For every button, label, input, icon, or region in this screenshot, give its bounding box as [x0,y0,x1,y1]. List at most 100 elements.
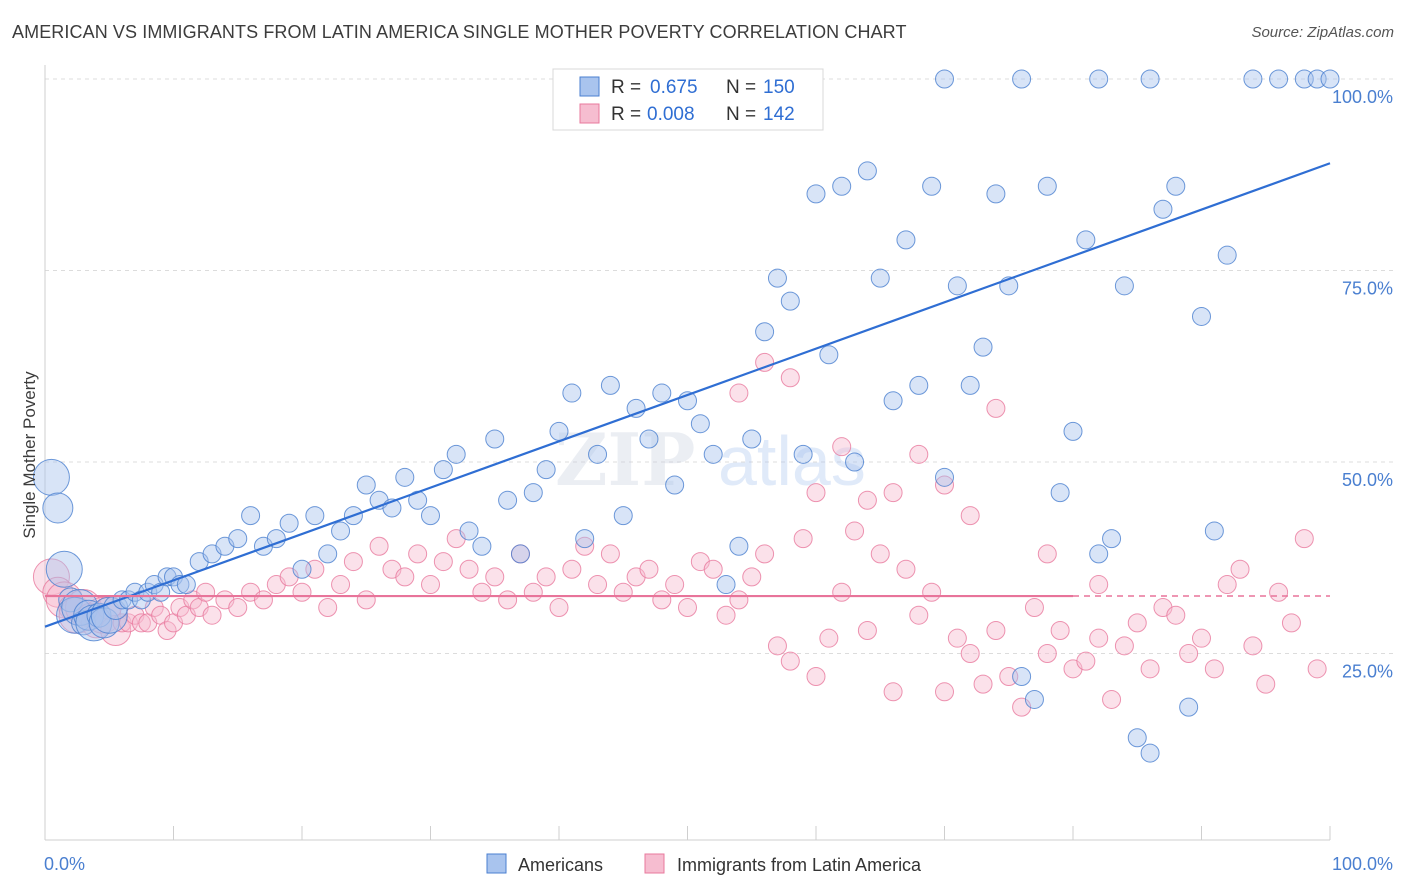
americans-point [973,337,993,357]
americans-point [986,184,1006,204]
americans-point [600,375,620,395]
americans-point [652,383,672,403]
immigrants-point [253,590,273,610]
americans-point [1243,69,1263,89]
immigrants-point [845,521,865,541]
americans-point [510,544,530,564]
americans-point [331,521,351,541]
immigrants-point [947,628,967,648]
americans-point [1037,176,1057,196]
immigrants-point [472,582,492,602]
immigrants-point [1037,644,1057,663]
watermark-atlas: atlas [718,422,866,500]
immigrants-point [1127,613,1147,633]
immigrants-point [883,483,903,503]
bottom-legend: Americans Immigrants from Latin America [486,853,922,875]
immigrants-point [973,674,993,694]
americans-point [446,444,466,464]
americans-point [613,506,633,526]
immigrants-point [857,621,877,641]
americans-point [883,391,903,411]
immigrants-point [196,582,216,602]
immigrants-point [485,567,505,587]
americans-point [1140,69,1160,89]
legend-swatch-americans [579,76,600,97]
americans-point [960,375,980,395]
americans-point [71,610,97,636]
immigrants-point [960,644,980,663]
americans-point [1050,483,1070,503]
immigrants-point [832,582,852,602]
immigrants-point [1230,559,1250,579]
x-ticks [44,826,1331,840]
legend-r-value-1: 0.675 [650,77,698,98]
americans-point [523,483,543,503]
americans-point [767,268,787,288]
americans-point [588,444,608,464]
immigrants-point [32,558,70,596]
immigrants-point [131,613,151,633]
legend-r-label-1: R = [611,77,641,98]
immigrants-point [909,605,929,625]
immigrants-point [202,605,222,625]
immigrants-point [922,582,942,602]
y-tick-label: 50.0% [1342,470,1393,490]
americans-point [1166,176,1186,196]
legend-r-label-2: R = [611,104,641,125]
y-tick-label: 100.0% [1332,87,1393,107]
immigrants-point [703,559,723,579]
americans-point [716,575,736,595]
immigrants-point [742,567,762,587]
immigrants-point [780,368,800,388]
immigrants-point [1076,651,1096,671]
americans-point [1024,689,1044,709]
americans-point [935,69,954,89]
americans-point [472,536,492,556]
immigrants-point [318,598,338,618]
watermark-zip: ZIP [555,417,695,502]
americans-point [562,383,582,403]
americans-point [1179,697,1199,717]
americans-point [1063,421,1083,441]
immigrants-point [1050,621,1070,641]
americans-point [1012,666,1032,686]
immigrants-point [459,559,479,579]
americans-point [45,550,83,588]
immigrants-point [343,552,363,572]
immigrants-point [421,575,440,595]
immigrants-point [1037,544,1057,564]
americans-point [292,559,312,579]
legend-swatch-immigrants [579,103,600,124]
americans-point [241,506,261,526]
immigrants-point [408,544,428,564]
americans-points [32,69,1340,763]
immigrants-point [832,437,852,457]
immigrants-point [935,682,954,702]
immigrants-point [870,544,890,564]
immigrants-point [935,475,954,495]
americans-point [690,414,710,434]
immigrants-point [369,536,389,556]
immigrants-point [665,575,685,595]
americans-point [947,276,967,296]
stats-legend: R = 0.675 N = 150 R = 0.008 N = 142 [552,68,824,131]
immigrants-point [549,598,569,618]
americans-point [433,460,453,480]
americans-point [935,467,954,487]
americans-point [1153,199,1173,219]
immigrants-point [1192,628,1211,648]
immigrants-point [613,582,633,602]
americans-point [318,544,338,564]
americans-point [793,444,813,464]
americans-point [819,345,839,365]
immigrants-point [729,383,749,403]
americans-point [755,322,775,342]
americans-point [32,458,70,496]
immigrants-point [575,536,595,556]
americans-point [703,444,723,464]
immigrants-point [331,575,351,595]
americans-point [485,429,505,449]
immigrants-point [228,598,248,618]
immigrants-point [652,590,672,610]
y-tick-labels: 25.0% 50.0% 75.0% 100.0% [1332,87,1393,682]
